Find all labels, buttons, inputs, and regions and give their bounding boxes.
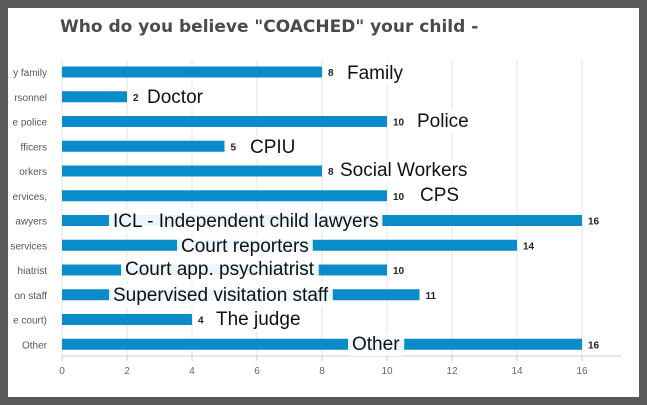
x-tick-label: 10	[381, 366, 393, 377]
category-label: Other	[22, 340, 48, 351]
category-label: ervices,	[13, 192, 47, 203]
category-label: orkers	[19, 167, 47, 178]
annotation-label: ICL - Independent child lawyers	[113, 211, 378, 232]
annotation-label: Court reporters	[181, 236, 309, 257]
annotation-backdrop	[121, 258, 319, 281]
annotation-backdrop	[348, 333, 405, 356]
annotation-label: Social Workers	[340, 160, 467, 181]
annotation-label: Family	[347, 63, 403, 84]
bar	[62, 66, 322, 78]
data-label: 5	[231, 142, 237, 153]
annotation-backdrop	[246, 136, 300, 159]
category-label: e police	[13, 118, 48, 129]
data-label: 10	[393, 266, 405, 277]
data-label: 14	[523, 241, 535, 252]
category-label: services	[10, 241, 47, 252]
annotation-label: Other	[352, 334, 400, 355]
category-label: e court)	[13, 316, 47, 327]
bar	[62, 116, 387, 127]
x-tick-label: 2	[124, 366, 130, 377]
data-label: 2	[133, 93, 139, 104]
annotation-backdrop	[109, 284, 333, 307]
annotation-label: The judge	[216, 309, 301, 330]
data-label: 4	[198, 316, 204, 327]
category-label: on staff	[14, 291, 47, 302]
x-tick-label: 8	[319, 366, 325, 377]
bar	[62, 190, 387, 202]
annotation-label: Supervised visitation staff	[113, 285, 329, 306]
x-tick-label: 14	[511, 366, 523, 377]
annotation-backdrop	[109, 210, 383, 233]
x-tick-label: 6	[254, 366, 260, 377]
category-label: fficers	[21, 142, 48, 153]
annotation-label: Police	[417, 111, 469, 132]
bar	[62, 91, 127, 103]
bar	[62, 314, 192, 325]
x-tick-label: 12	[446, 366, 458, 377]
bar	[62, 338, 582, 350]
annotation-label: Court app. psychiatrist	[125, 259, 315, 280]
annotation-label: CPS	[420, 185, 459, 206]
data-label: 8	[328, 68, 334, 79]
data-label: 11	[426, 291, 437, 302]
annotation-backdrop	[212, 308, 305, 331]
x-tick-label: 4	[189, 366, 195, 377]
annotation-backdrop	[416, 184, 464, 207]
category-label: awyers	[15, 217, 47, 228]
category-label: rsonnel	[14, 93, 47, 104]
annotation-label: Doctor	[147, 87, 204, 108]
bar	[62, 140, 225, 152]
annotation-backdrop	[177, 235, 313, 258]
annotation-backdrop	[413, 110, 473, 133]
chart-title: Who do you believe "COACHED" your child …	[60, 17, 479, 37]
data-label: 10	[393, 118, 405, 129]
annotation-backdrop	[143, 86, 208, 109]
data-label: 16	[588, 217, 600, 228]
annotation-backdrop	[343, 62, 408, 85]
data-label: 8	[328, 167, 334, 178]
x-tick-label: 16	[576, 366, 588, 377]
annotation-label: CPIU	[250, 137, 295, 158]
annotation-backdrop	[336, 159, 472, 182]
data-label: 16	[588, 340, 600, 351]
category-label: y family	[13, 68, 47, 79]
category-label: hiatrist	[18, 266, 48, 277]
x-tick-label: 0	[59, 366, 65, 377]
data-label: 10	[393, 192, 405, 203]
bar	[62, 165, 322, 177]
